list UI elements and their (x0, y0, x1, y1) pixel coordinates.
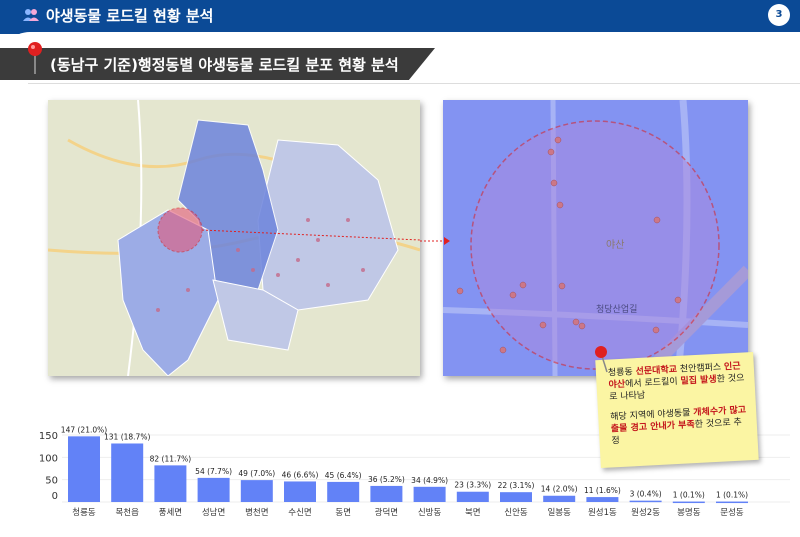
bar[interactable] (672, 501, 705, 504)
connector-arrow (420, 237, 450, 245)
bar[interactable] (716, 501, 748, 504)
x-tick-label: 원성1동 (588, 508, 617, 518)
data-label: 3 (0.4%) (630, 490, 662, 499)
note-text: 선문대학교 (635, 364, 678, 378)
x-tick-label: 신방동 (418, 507, 442, 518)
bar[interactable] (240, 480, 273, 502)
x-tick-label: 청룡동 (72, 508, 96, 518)
road-label: 청당산업길 (596, 304, 637, 315)
bar[interactable] (111, 443, 144, 502)
zoomed-map[interactable]: 야산 청당산업길 (443, 100, 748, 376)
data-label: 49 (7.0%) (238, 469, 275, 478)
district-map[interactable] (48, 100, 420, 376)
bar[interactable] (154, 465, 187, 502)
bar[interactable] (68, 436, 100, 502)
bar[interactable] (197, 477, 230, 502)
data-label: 36 (5.2%) (368, 475, 405, 484)
x-tick-label: 성남면 (202, 507, 225, 518)
bar[interactable] (413, 486, 446, 502)
pushpin-icon (595, 346, 608, 373)
note-text: 밀집 발생 (680, 374, 717, 387)
note-paragraph-1: 청룡동 선문대학교 천안캠퍼스 인근 야산에서 로드킬이 밀집 발생한 것으로 … (608, 360, 748, 403)
mountain-label: 야산 (606, 239, 624, 251)
x-tick-label: 봉명동 (677, 507, 701, 518)
y-tick-label: 0 (52, 491, 58, 502)
bar[interactable] (370, 485, 403, 502)
x-tick-label: 문성동 (720, 508, 744, 518)
y-tick-label: 100 (39, 453, 58, 464)
bar[interactable] (456, 491, 489, 502)
header-title: 야생동물 로드킬 현황 분석 (46, 7, 214, 25)
region-polygon (212, 279, 299, 351)
data-label: 54 (7.7%) (195, 467, 232, 476)
x-tick-label: 병천면 (245, 507, 268, 518)
data-label: 1 (0.1%) (673, 491, 705, 500)
page-number: 3 (768, 4, 790, 26)
y-tick-label: 150 (39, 431, 58, 442)
bar[interactable] (327, 481, 360, 502)
data-label: 1 (0.1%) (716, 491, 748, 500)
data-label: 34 (4.9%) (411, 476, 448, 485)
users-icon (23, 9, 39, 21)
x-tick-label: 광덕면 (375, 507, 398, 518)
divider (28, 83, 800, 84)
note-text: 에서 로드킬이 (624, 376, 681, 390)
data-label: 45 (6.4%) (325, 471, 362, 480)
data-label: 22 (3.1%) (498, 481, 535, 490)
bar[interactable] (543, 495, 576, 502)
x-tick-label: 수신면 (288, 507, 311, 518)
data-label: 46 (6.6%) (282, 470, 319, 479)
bar[interactable] (500, 492, 532, 502)
data-label: 131 (18.7%) (104, 432, 150, 441)
data-label: 14 (2.0%) (541, 485, 578, 494)
bar[interactable] (629, 500, 662, 503)
x-tick-label: 풍세면 (159, 507, 182, 518)
bar[interactable] (284, 481, 316, 502)
x-tick-label: 목천읍 (115, 507, 139, 518)
section-title-bar: (동남구 기준)행정동별 야생동물 로드킬 분포 현황 분석 (0, 48, 435, 80)
x-tick-label: 북면 (465, 507, 481, 518)
annotation-note: 청룡동 선문대학교 천안캠퍼스 인근 야산에서 로드킬이 밀집 발생한 것으로 … (595, 351, 759, 469)
data-label: 23 (3.3%) (454, 481, 491, 490)
note-paragraph-2: 해당 지역에 야생동물 개체수가 많고 출몰 경고 안내가 부족한 것으로 추정 (610, 404, 750, 447)
data-label: 147 (21.0%) (61, 425, 107, 434)
data-label: 82 (11.7%) (150, 454, 192, 463)
note-text: 천안캠퍼스 (676, 362, 725, 375)
section-title: (동남구 기준)행정동별 야생동물 로드킬 분포 현황 분석 (50, 56, 399, 74)
x-tick-label: 신안동 (504, 507, 528, 518)
x-tick-label: 일봉동 (547, 508, 571, 518)
data-label: 11 (1.6%) (584, 486, 621, 495)
x-tick-label: 동면 (335, 507, 351, 518)
pushpin-icon (28, 42, 42, 74)
bar[interactable] (586, 497, 619, 502)
roadkill-points (456, 136, 682, 354)
x-tick-label: 원성2동 (631, 508, 660, 518)
y-tick-label: 50 (45, 476, 58, 487)
header-bar: 야생동물 로드킬 현황 분석 3 (0, 0, 800, 34)
